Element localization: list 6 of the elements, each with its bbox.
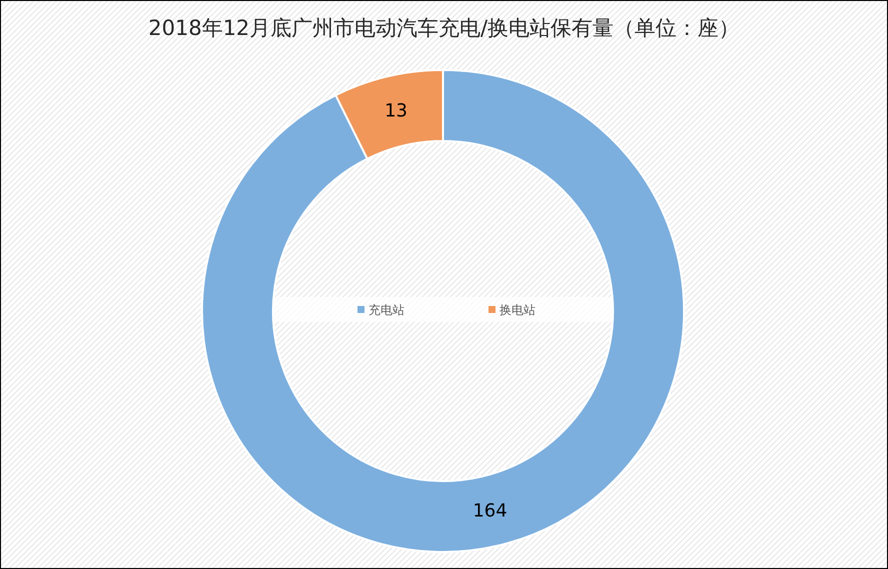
data-label: 164	[472, 500, 508, 522]
chart-title: 2018年12月底广州市电动汽车充电/换电站保有量（单位：座）	[148, 16, 740, 40]
donut-slice	[201, 69, 685, 553]
data-label: 13	[384, 100, 408, 122]
legend-label: 充电站	[368, 303, 404, 317]
legend-label: 换电站	[500, 303, 536, 317]
